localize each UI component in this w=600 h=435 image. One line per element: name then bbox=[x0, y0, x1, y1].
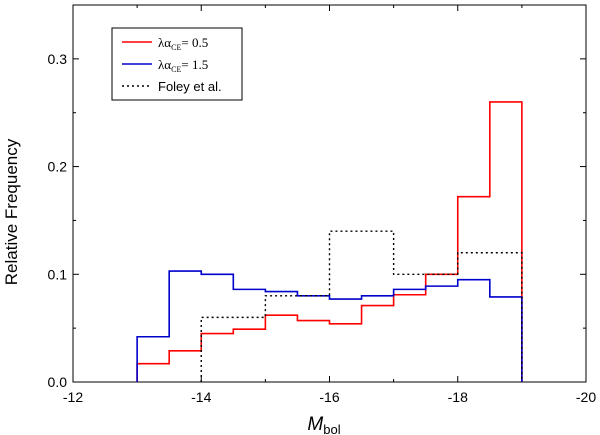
x-axis-title: Mbol bbox=[307, 414, 340, 435]
y-tick-label: 0.3 bbox=[48, 51, 68, 67]
legend-label-0: λαCE= 0.5 bbox=[158, 35, 208, 52]
legend-label-suffix: = 0.5 bbox=[181, 35, 208, 50]
legend-label-suffix: = 1.5 bbox=[181, 57, 208, 72]
x-tick-label: -12 bbox=[63, 389, 83, 405]
y-axis-title: Relative Frequency bbox=[2, 138, 21, 285]
legend-label-subscript: CE bbox=[171, 43, 181, 52]
x-axis-title-subscript: bol bbox=[323, 422, 340, 435]
legend-label-1: λαCE= 1.5 bbox=[158, 57, 208, 74]
x-axis-title-main: M bbox=[307, 414, 323, 435]
series-line-0 bbox=[136, 101, 523, 382]
axis-tick-labels: -12 -14 -16 -18 -20 0.0 0.1 0.2 0.3 bbox=[48, 51, 597, 405]
x-tick-label: -18 bbox=[448, 389, 468, 405]
y-tick-label: 0.2 bbox=[48, 159, 68, 175]
y-tick-label: 0.1 bbox=[48, 266, 68, 282]
y-tick-label: 0.0 bbox=[48, 374, 68, 390]
series-line-1 bbox=[136, 270, 523, 382]
x-tick-label: -14 bbox=[191, 389, 211, 405]
axis-ticks bbox=[72, 4, 587, 383]
legend-label-main: λα bbox=[158, 57, 171, 72]
legend-label-2: Foley et al. bbox=[158, 79, 222, 94]
legend-label-subscript: CE bbox=[171, 65, 181, 74]
x-tick-label: -20 bbox=[576, 389, 596, 405]
legend-label-main: Foley et al. bbox=[158, 79, 222, 94]
series-line-2 bbox=[200, 230, 523, 382]
x-tick-label: -16 bbox=[319, 389, 339, 405]
series-layer bbox=[136, 101, 523, 382]
legend-label-main: λα bbox=[158, 35, 171, 50]
